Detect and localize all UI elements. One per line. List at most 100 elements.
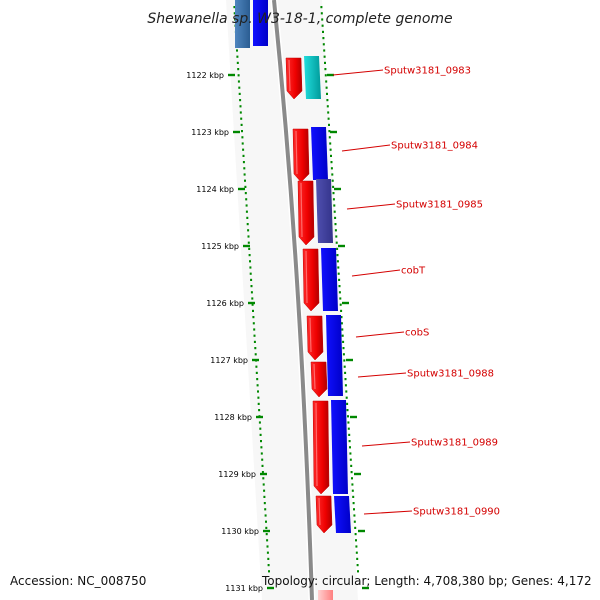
gene-label: cobS — [405, 328, 429, 339]
boundary-dot — [336, 247, 339, 250]
gene-feature-block — [326, 315, 343, 396]
boundary-dot — [249, 260, 251, 263]
boundary-dot — [252, 322, 255, 325]
boundary-dot — [236, 55, 239, 58]
boundary-dot — [326, 92, 328, 95]
gene-arrow-highlight — [309, 317, 312, 353]
boundary-dot — [240, 123, 243, 126]
boundary-dot — [327, 111, 330, 114]
boundary-dot — [329, 148, 332, 151]
boundary-dot — [324, 61, 326, 64]
boundary-dot — [337, 266, 340, 269]
boundary-dot — [355, 551, 358, 554]
boundary-dot — [238, 92, 241, 95]
boundary-dot — [252, 309, 254, 312]
boundary-dot — [264, 514, 267, 517]
boundary-dot — [328, 130, 331, 133]
tick-mark-left — [238, 187, 245, 191]
tick-label: 1123 kbp — [191, 128, 229, 137]
boundary-dot — [339, 297, 342, 300]
boundary-dot — [334, 216, 337, 219]
boundary-dot — [341, 328, 344, 331]
boundary-dot — [244, 185, 247, 188]
boundary-dot — [245, 198, 248, 201]
boundary-dot — [344, 371, 347, 374]
boundary-dot — [353, 514, 356, 517]
map-title: Shewanella sp. W3-18-1, complete genome — [147, 11, 452, 27]
label-leader-line — [346, 203, 396, 210]
boundary-dot — [268, 570, 270, 573]
boundary-dot — [328, 123, 330, 126]
boundary-dot — [349, 452, 352, 455]
right-dotted-boundary — [320, 6, 359, 573]
boundary-dot — [325, 80, 328, 83]
boundary-dot — [260, 446, 263, 449]
tick-mark-right — [338, 244, 345, 248]
kbp-ticks: 1122 kbp 1123 kbp 1124 kbp 1125 kbp 1126 kbp… — [186, 71, 369, 593]
boundary-dot — [340, 316, 343, 319]
boundary-dot — [240, 117, 243, 120]
boundary-dot — [349, 446, 351, 449]
tick-label: 1130 kbp — [221, 527, 259, 536]
boundary-dot — [356, 557, 359, 560]
gene-arrow-red — [292, 128, 310, 183]
gene-label: cobT — [401, 266, 426, 277]
boundary-dot — [249, 272, 252, 275]
boundary-dot — [248, 247, 251, 250]
boundary-dot — [260, 440, 262, 443]
boundary-dot — [340, 309, 343, 312]
genome-backbone-line — [272, 0, 314, 600]
boundary-dot — [347, 427, 350, 430]
boundary-dot — [322, 43, 325, 46]
gene-partial-bottom-pink — [318, 590, 333, 600]
boundary-dot — [237, 74, 240, 77]
gene-arrow-red — [312, 400, 330, 495]
boundary-dot — [265, 526, 268, 529]
boundary-dot — [252, 316, 255, 319]
boundary-dot — [326, 99, 329, 102]
tick-mark-right — [350, 415, 357, 419]
boundary-dot — [233, 12, 236, 15]
boundary-dot — [251, 303, 254, 306]
boundary-dot — [337, 272, 340, 275]
boundary-dot — [329, 142, 332, 145]
boundary-dot — [335, 235, 338, 238]
tick-mark-right — [334, 187, 341, 191]
boundary-dot — [256, 378, 259, 381]
boundary-dot — [255, 371, 258, 374]
tick-mark-right — [346, 358, 353, 362]
boundary-dot — [339, 303, 342, 306]
boundary-dot — [249, 266, 252, 269]
tick-mark-left — [228, 73, 235, 77]
boundary-dot — [323, 49, 326, 52]
label-leader-line — [341, 144, 391, 152]
boundary-dot — [354, 526, 357, 529]
boundary-dot — [258, 409, 261, 412]
boundary-dot — [344, 384, 347, 387]
boundary-dot — [354, 533, 357, 536]
gene-feature-block — [334, 496, 351, 533]
gene-label: Sputw3181_0984 — [391, 141, 478, 152]
tick-label: 1124 kbp — [196, 185, 234, 194]
boundary-dot — [267, 564, 270, 567]
boundary-dot — [338, 278, 341, 281]
tick-mark-left — [263, 529, 270, 533]
boundary-dot — [262, 477, 265, 480]
gene-partial-top-blue — [253, 0, 268, 46]
boundary-dot — [236, 61, 239, 64]
tick-mark-left — [260, 472, 267, 476]
boundary-dot — [334, 223, 337, 226]
tick-mark-left — [233, 130, 240, 134]
gene-arrow-red — [306, 315, 324, 361]
boundary-dot — [352, 495, 355, 498]
gene-label: Sputw3181_0983 — [384, 66, 471, 77]
boundary-dot — [255, 365, 258, 368]
boundary-dot — [266, 551, 269, 554]
label-leader-line — [361, 441, 411, 447]
boundary-dot — [352, 502, 355, 505]
boundary-dot — [347, 415, 349, 418]
boundary-dot — [245, 204, 248, 207]
tick-mark-left — [252, 358, 259, 362]
boundary-dot — [350, 464, 353, 467]
